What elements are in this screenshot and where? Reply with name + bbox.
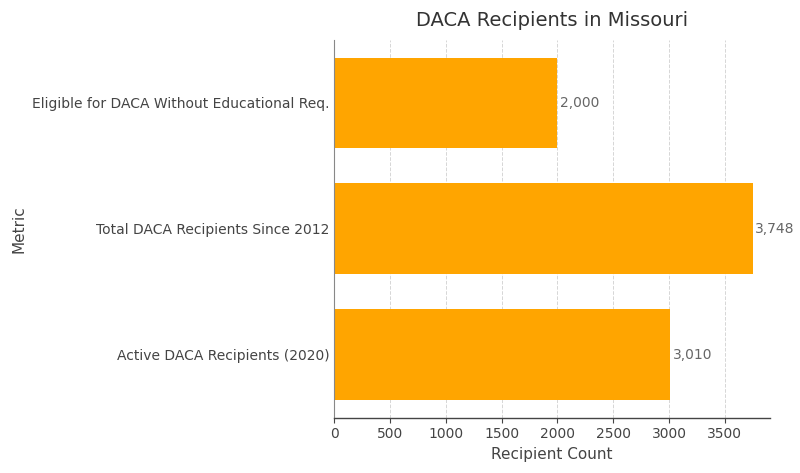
Bar	[334, 309, 670, 400]
X-axis label: Recipient Count: Recipient Count	[491, 447, 613, 462]
Text: 3,010: 3,010	[673, 348, 713, 362]
Title: DACA Recipients in Missouri: DACA Recipients in Missouri	[416, 11, 688, 30]
Bar	[334, 184, 753, 274]
Bar	[334, 58, 558, 148]
Text: 3,748: 3,748	[755, 222, 795, 236]
Text: 2,000: 2,000	[560, 96, 599, 110]
Y-axis label: Metric: Metric	[11, 205, 26, 253]
